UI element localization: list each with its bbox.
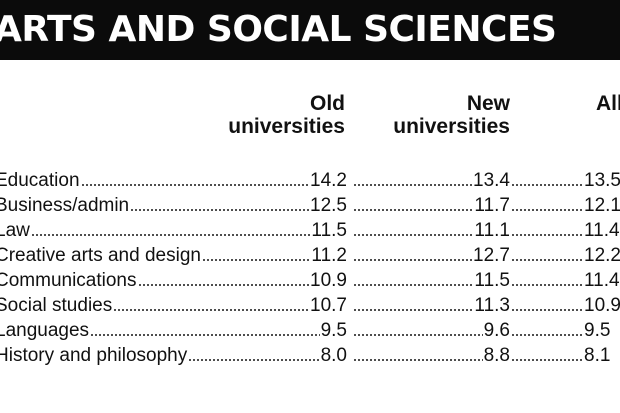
table-row: Education 14.2 13.4 13.5 <box>0 168 620 193</box>
all-value: 11.4 <box>584 220 620 241</box>
column-header-new-universities: New universities <box>393 92 510 138</box>
old-universities-value: 14.2 <box>310 170 347 191</box>
old-universities-value: 8.0 <box>320 345 347 366</box>
all-cell: 12.2 <box>510 243 620 268</box>
subject-cell: Creative arts and design 11.2 <box>0 243 347 268</box>
dot-leader <box>80 184 310 186</box>
dot-leader <box>201 259 311 261</box>
all-cell: 9.5 <box>510 318 620 343</box>
subject-cell: History and philosophy 8.0 <box>0 343 347 368</box>
column-header-all: All <box>596 92 620 115</box>
table-row: Creative arts and design 11.2 12.7 12.2 <box>0 243 620 268</box>
dot-leader <box>137 284 310 286</box>
subject-label: Languages <box>0 320 90 341</box>
dot-leader <box>90 334 320 336</box>
dot-leader <box>30 234 311 236</box>
old-universities-value: 10.9 <box>310 270 347 291</box>
new-universities-value: 12.7 <box>473 245 510 266</box>
subject-label: Education <box>0 170 80 191</box>
all-value: 8.1 <box>584 345 611 366</box>
subject-cell: Social studies 10.7 <box>0 293 347 318</box>
subject-cell: Languages 9.5 <box>0 318 347 343</box>
dot-leader <box>353 309 474 311</box>
data-table: Education 14.2 13.4 13.5 Business/admin 12.5 1… <box>0 168 620 368</box>
subject-label: History and philosophy <box>0 345 188 366</box>
new-universities-value: 8.8 <box>483 345 510 366</box>
subject-cell: Communications 10.9 <box>0 268 347 293</box>
table-row: History and philosophy 8.0 8.8 8.1 <box>0 343 620 368</box>
new-universities-value: 13.4 <box>473 170 510 191</box>
dot-leader <box>511 359 583 361</box>
dot-leader <box>511 309 583 311</box>
new-universities-value: 9.6 <box>483 320 510 341</box>
subject-label: Creative arts and design <box>0 245 201 266</box>
subject-label: Business/admin <box>0 195 130 216</box>
all-value: 9.5 <box>584 320 611 341</box>
dot-leader <box>353 259 473 261</box>
all-cell: 8.1 <box>510 343 620 368</box>
old-universities-value: 11.2 <box>311 245 347 266</box>
column-header-line: New <box>466 92 510 115</box>
dot-leader <box>511 234 583 236</box>
new-universities-cell: 9.6 <box>352 318 510 343</box>
old-universities-value: 9.5 <box>320 320 347 341</box>
subject-label: Communications <box>0 270 137 291</box>
all-cell: 11.4 <box>510 268 620 293</box>
old-universities-value: 11.5 <box>311 220 347 241</box>
subject-label: Social studies <box>0 295 113 316</box>
all-cell: 12.1 <box>510 193 620 218</box>
dot-leader <box>113 309 310 311</box>
dot-leader <box>353 184 473 186</box>
new-universities-cell: 11.5 <box>352 268 510 293</box>
subject-cell: Education 14.2 <box>0 168 347 193</box>
new-universities-cell: 8.8 <box>352 343 510 368</box>
new-universities-value: 11.5 <box>474 270 510 291</box>
old-universities-value: 10.7 <box>310 295 347 316</box>
all-value: 13.5 <box>584 170 620 191</box>
all-value: 11.4 <box>584 270 620 291</box>
new-universities-cell: 11.1 <box>352 218 510 243</box>
new-universities-cell: 11.7 <box>352 193 510 218</box>
dot-leader <box>353 334 483 336</box>
dot-leader <box>353 209 474 211</box>
column-header-old-universities: Old universities <box>228 92 345 138</box>
dot-leader <box>511 284 583 286</box>
subject-cell: Business/admin 12.5 <box>0 193 347 218</box>
column-header-line: Old <box>310 92 345 115</box>
all-value: 12.2 <box>584 245 620 266</box>
column-header-line: universities <box>228 115 345 138</box>
column-header-line: All <box>596 92 620 115</box>
dot-leader <box>511 334 583 336</box>
dot-leader <box>130 209 310 211</box>
banner-title: ARTS AND SOCIAL SCIENCES <box>0 9 557 50</box>
all-cell: 13.5 <box>510 168 620 193</box>
table-row: Communications 10.9 11.5 11.4 <box>0 268 620 293</box>
dot-leader <box>353 284 474 286</box>
dot-leader <box>511 259 583 261</box>
old-universities-value: 12.5 <box>310 195 347 216</box>
new-universities-cell: 13.4 <box>352 168 510 193</box>
section-banner: ARTS AND SOCIAL SCIENCES <box>0 0 620 60</box>
all-value: 10.9 <box>584 295 620 316</box>
all-cell: 10.9 <box>510 293 620 318</box>
all-cell: 11.4 <box>510 218 620 243</box>
dot-leader <box>511 209 583 211</box>
table-row: Languages 9.5 9.6 9.5 <box>0 318 620 343</box>
all-value: 12.1 <box>584 195 620 216</box>
subject-cell: Law 11.5 <box>0 218 347 243</box>
dot-leader <box>353 234 474 236</box>
dot-leader <box>188 359 320 361</box>
new-universities-cell: 12.7 <box>352 243 510 268</box>
table-row: Social studies 10.7 11.3 10.9 <box>0 293 620 318</box>
new-universities-value: 11.7 <box>474 195 510 216</box>
table-row: Business/admin 12.5 11.7 12.1 <box>0 193 620 218</box>
new-universities-cell: 11.3 <box>352 293 510 318</box>
new-universities-value: 11.3 <box>474 295 510 316</box>
dot-leader <box>511 184 583 186</box>
dot-leader <box>353 359 483 361</box>
subject-label: Law <box>0 220 30 241</box>
table-row: Law 11.5 11.1 11.4 <box>0 218 620 243</box>
new-universities-value: 11.1 <box>474 220 510 241</box>
column-header-line: universities <box>393 115 510 138</box>
